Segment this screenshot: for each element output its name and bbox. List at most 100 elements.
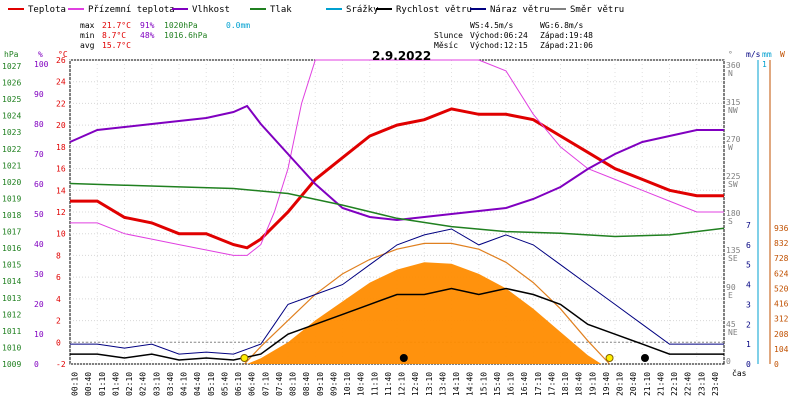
- series-layer: [69, 59, 725, 365]
- tick-temp: 22: [56, 99, 66, 108]
- chart-title: 2.9.2022: [372, 49, 431, 63]
- tick-time: 05:40: [220, 372, 229, 396]
- tick-w: 208: [774, 330, 789, 339]
- tick-time: 06:10: [234, 372, 243, 396]
- tick-hpa: 1013: [2, 294, 21, 303]
- legend-entry: Přízemní teplota: [88, 5, 175, 15]
- tick-pct: 70: [34, 150, 44, 159]
- tick-dir: 90: [726, 283, 736, 292]
- tick-pct: 90: [34, 90, 44, 99]
- tick-dir: 180: [726, 209, 741, 218]
- stats-max-rain: 0.0mm: [226, 21, 250, 30]
- axis-unit-hpa: hPa: [4, 50, 19, 59]
- tick-hpa: 1019: [2, 194, 21, 203]
- tick-time: 13:40: [438, 372, 447, 396]
- tick-time: 19:40: [602, 372, 611, 396]
- tick-time: 11:10: [370, 372, 379, 396]
- tick-time: 09:10: [316, 372, 325, 396]
- tick-time: 17:10: [534, 372, 543, 396]
- tick-time: 06:40: [248, 372, 257, 396]
- tick-hpa: 1021: [2, 161, 21, 170]
- tick-hpa: 1023: [2, 128, 21, 137]
- series-line: [70, 228, 724, 355]
- tick-w: 312: [774, 315, 789, 324]
- tick-ms: 0: [746, 360, 751, 369]
- tick-ms: 7: [746, 221, 751, 230]
- tick-time: 14:10: [452, 372, 461, 396]
- tick-time: 18:40: [575, 372, 584, 396]
- solar-radiation-area: [247, 262, 602, 364]
- legend-entry: Tlak: [270, 5, 292, 15]
- tick-dir-name: SE: [728, 254, 738, 263]
- tick-ms: 6: [746, 241, 751, 250]
- tick-hpa: 1017: [2, 228, 21, 237]
- solar-theory-line: [243, 242, 611, 365]
- tick-temp: 10: [56, 230, 66, 239]
- tick-w: 104: [774, 345, 789, 354]
- stats-min-press: 1016.6hPa: [164, 31, 208, 40]
- stats-min-temp: 8.7°C: [102, 31, 126, 40]
- tick-pct: 50: [34, 210, 44, 219]
- axis-unit-mm: mm: [762, 50, 772, 59]
- tick-hpa: 1024: [2, 112, 21, 121]
- tick-pct: 30: [34, 270, 44, 279]
- stats-max-press: 1020hPa: [164, 21, 198, 30]
- tick-pct: 100: [34, 60, 49, 69]
- tick-dir-name: W: [728, 143, 733, 152]
- tick-time: 22:10: [670, 372, 679, 396]
- stats-avg-label: avg: [80, 41, 95, 50]
- tick-time: 17:40: [547, 372, 556, 396]
- tick-time: 15:40: [493, 372, 502, 396]
- tick-time: 07:40: [275, 372, 284, 396]
- moon-set: Západ:21:06: [540, 41, 593, 50]
- tick-pct: 40: [34, 240, 44, 249]
- tick-hpa: 1016: [2, 244, 21, 253]
- axes: 1009101010111012101310141015101610171018…: [2, 56, 789, 396]
- tick-time: 10:10: [343, 372, 352, 396]
- tick-w: 624: [774, 269, 789, 278]
- tick-w: 832: [774, 239, 789, 248]
- tick-time: 16:40: [520, 372, 529, 396]
- legend: Teplota Přízemní teplota Vlhkost Tlak Srážky…: [8, 5, 624, 15]
- sunset-marker: [605, 354, 614, 362]
- tick-time: 09:40: [329, 372, 338, 396]
- tick-time: 07:10: [261, 372, 270, 396]
- stats-max-label: max: [80, 21, 95, 30]
- sun-set: Západ:19:48: [540, 31, 593, 40]
- stats-max-hum: 91%: [140, 21, 155, 30]
- axis-unit-dir: °: [728, 50, 733, 59]
- tick-time: 21:10: [643, 372, 652, 396]
- moon-rise: Východ:12:15: [470, 41, 528, 50]
- tick-hpa: 1027: [2, 62, 21, 71]
- tick-time: 05:10: [207, 372, 216, 396]
- tick-temp: 18: [56, 143, 66, 152]
- tick-ms: 3: [746, 300, 751, 309]
- stats-avg-temp: 15.7°C: [102, 41, 131, 50]
- tick-pct: 80: [34, 120, 44, 129]
- tick-ms: 4: [746, 281, 751, 290]
- legend-entry: Teplota: [28, 5, 66, 15]
- stats-min-label: min: [80, 31, 95, 40]
- tick-time: 12:40: [411, 372, 420, 396]
- tick-temp: 24: [56, 78, 66, 87]
- tick-ms: 1: [746, 340, 751, 349]
- stats-block: max 21.7°C 91% 1020hPa 0.0mm min 8.7°C 4…: [80, 21, 250, 50]
- sunrise-marker: [240, 354, 249, 362]
- tick-time: 08:40: [302, 372, 311, 396]
- axis-unit-temp: °C: [58, 50, 68, 59]
- tick-time: 01:10: [98, 372, 107, 396]
- tick-pct: 20: [34, 300, 44, 309]
- tick-hpa: 1026: [2, 79, 21, 88]
- axis-unit-ms: m/s: [746, 50, 761, 59]
- tick-dir: 45: [726, 320, 736, 329]
- tick-dir: 360: [726, 61, 741, 70]
- tick-time: 03:40: [166, 372, 175, 396]
- tick-w: 936: [774, 224, 789, 233]
- tick-time: 00:40: [84, 372, 93, 396]
- wind-gust-info: WG:6.8m/s: [540, 21, 584, 30]
- series-line: [70, 59, 724, 256]
- tick-temp: 6: [56, 273, 61, 282]
- tick-temp: 16: [56, 165, 66, 174]
- series-line: [70, 107, 724, 250]
